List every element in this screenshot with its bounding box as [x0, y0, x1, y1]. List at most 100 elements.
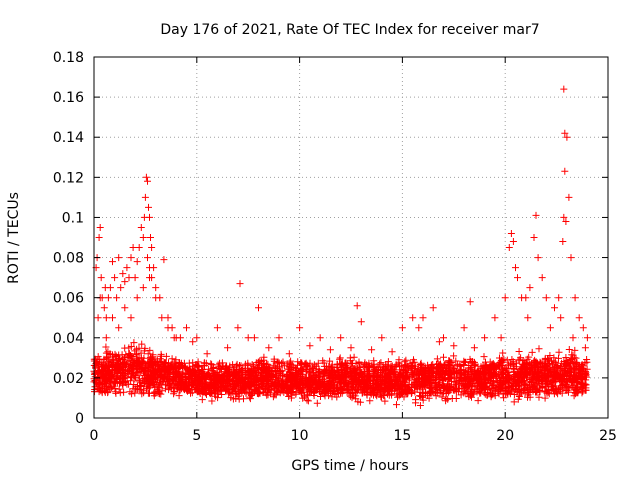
data-point	[435, 364, 442, 372]
data-point	[372, 366, 380, 374]
data-point	[571, 346, 579, 354]
data-point	[539, 377, 546, 385]
data-point	[353, 302, 361, 310]
data-point	[488, 382, 496, 390]
data-point	[127, 373, 135, 381]
data-point	[119, 270, 127, 278]
data-point	[474, 397, 482, 405]
data-point	[412, 362, 420, 370]
data-point	[166, 370, 174, 378]
data-point	[530, 363, 538, 371]
data-point	[402, 367, 410, 375]
data-point	[211, 390, 219, 398]
data-point	[266, 370, 274, 377]
data-point	[542, 364, 550, 372]
data-point	[262, 372, 270, 380]
data-point	[178, 362, 185, 370]
data-point	[348, 371, 356, 379]
data-point	[582, 372, 590, 380]
data-point	[141, 344, 149, 352]
data-point	[257, 373, 265, 381]
data-point	[112, 388, 119, 396]
data-point	[176, 375, 183, 383]
data-point	[194, 374, 202, 381]
data-point	[142, 173, 150, 181]
data-point	[296, 324, 304, 332]
data-point	[133, 258, 141, 266]
data-point	[109, 258, 116, 266]
data-point	[489, 360, 497, 368]
data-point	[340, 379, 348, 387]
data-point	[253, 371, 261, 379]
data-point	[436, 389, 444, 397]
data-point	[148, 274, 156, 282]
data-point	[138, 390, 146, 398]
data-point	[133, 294, 141, 302]
x-tick-label: 15	[393, 428, 411, 444]
data-point	[491, 392, 499, 400]
data-point	[401, 383, 409, 391]
data-point	[520, 371, 528, 379]
data-point	[270, 385, 278, 393]
data-point	[373, 371, 381, 379]
data-point	[221, 382, 229, 390]
data-point	[347, 378, 355, 385]
data-point	[137, 368, 145, 375]
data-point	[105, 359, 113, 367]
data-point	[231, 385, 239, 393]
data-point	[565, 193, 573, 201]
data-point	[332, 371, 340, 379]
data-point	[183, 324, 190, 332]
data-point	[105, 378, 113, 386]
data-point	[102, 349, 110, 357]
data-point	[125, 274, 133, 282]
data-point	[457, 365, 465, 373]
data-point	[190, 379, 198, 387]
data-point	[270, 355, 278, 363]
data-point	[100, 304, 108, 312]
y-tick-label: 0.1	[62, 210, 84, 226]
data-point	[424, 361, 432, 369]
data-point	[146, 368, 154, 376]
data-point	[455, 388, 463, 396]
data-point	[279, 358, 287, 366]
data-point	[388, 348, 396, 356]
data-point	[577, 372, 585, 380]
data-point	[571, 367, 579, 375]
data-point	[565, 388, 572, 396]
data-point	[144, 350, 152, 358]
data-point	[462, 379, 470, 387]
data-point	[328, 361, 336, 369]
data-point	[244, 378, 252, 386]
data-point	[130, 381, 138, 388]
data-point	[461, 375, 469, 383]
data-point	[273, 388, 281, 396]
data-point	[208, 397, 216, 405]
data-point	[559, 238, 567, 245]
data-point	[446, 362, 454, 369]
y-tick-label: 0.04	[53, 331, 84, 347]
data-point	[197, 380, 205, 388]
data-point	[98, 381, 106, 389]
data-point	[528, 348, 536, 356]
data-point	[299, 394, 307, 402]
data-point	[473, 376, 481, 384]
data-point	[465, 393, 473, 401]
data-point	[136, 379, 144, 387]
data-point	[499, 370, 507, 378]
data-point	[516, 381, 524, 389]
data-point	[333, 384, 341, 392]
data-point	[95, 370, 103, 378]
data-point	[452, 380, 460, 388]
data-point	[250, 380, 258, 388]
data-point	[286, 368, 294, 376]
data-point	[476, 380, 484, 388]
data-point	[510, 398, 518, 406]
data-point	[131, 274, 139, 282]
data-point	[273, 359, 281, 367]
data-point	[415, 324, 423, 332]
data-point	[582, 386, 590, 394]
data-point	[271, 381, 279, 388]
data-point	[194, 367, 202, 374]
data-point	[479, 376, 487, 384]
